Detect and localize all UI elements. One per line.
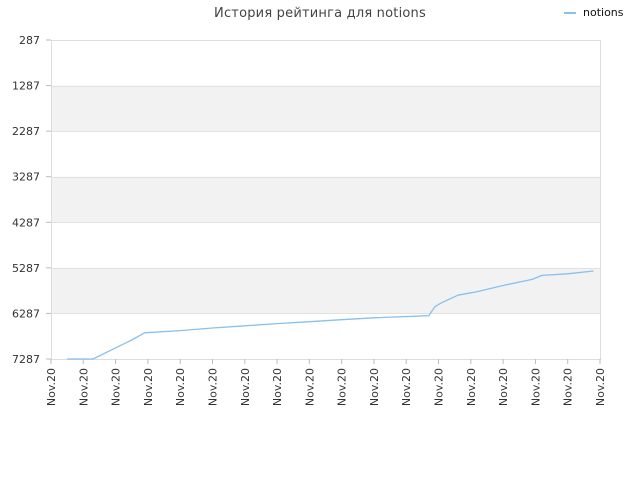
x-tick-label: Nov.20 <box>562 368 575 406</box>
x-tick-label: Nov.20 <box>497 368 510 406</box>
y-tick-label: 3287 <box>12 171 40 184</box>
series-lines <box>67 270 594 360</box>
x-tick-label: Nov.20 <box>110 368 123 406</box>
plot-band <box>51 222 600 268</box>
plot-bands <box>51 40 600 359</box>
y-tick-label: 6287 <box>12 307 40 320</box>
plot-band <box>51 176 600 223</box>
x-tick-label: Nov.20 <box>529 368 542 406</box>
x-tick-label: Nov.20 <box>400 368 413 406</box>
plot-band <box>51 131 600 177</box>
legend-line-swatch <box>564 11 576 14</box>
plot-band <box>51 85 600 132</box>
x-tick-label: Nov.20 <box>142 368 155 406</box>
y-tick-label: 1287 <box>12 80 40 93</box>
y-tick-label: 2287 <box>12 125 40 138</box>
x-tick-label: Nov.20 <box>206 368 219 406</box>
x-tick-label: Nov.20 <box>594 368 607 406</box>
x-tick-label: Nov.20 <box>465 368 478 406</box>
x-tick-label: Nov.20 <box>433 368 446 406</box>
x-tick-label: Nov.20 <box>368 368 381 406</box>
legend-label: notions <box>583 6 624 19</box>
x-tick-label: Nov.20 <box>239 368 252 406</box>
series-line-notions <box>67 270 594 360</box>
y-tick-label: 5287 <box>12 262 40 275</box>
chart-title: История рейтинга для notions <box>214 6 426 21</box>
x-axis-ticks: Nov.20 Nov.20 Nov.20 Nov.20 Nov.20 Nov.20 Nov.… <box>45 359 607 406</box>
x-tick-label: Nov.20 <box>336 368 349 406</box>
x-tick-label: Nov.20 <box>77 368 90 406</box>
y-tick-label: 7287 <box>12 353 40 366</box>
x-tick-label: Nov.20 <box>271 368 284 406</box>
plot-band <box>51 267 600 314</box>
plot-border <box>51 40 601 360</box>
legend[interactable]: notions <box>564 6 624 19</box>
y-tick-label: 4287 <box>12 216 40 229</box>
x-tick-label: Nov.20 <box>45 368 58 406</box>
x-tick-label: Nov.20 <box>174 368 187 406</box>
y-axis-ticks: 287 1287 2287 3287 4287 5287 6287 7287 <box>12 34 51 366</box>
plot-band <box>51 40 600 86</box>
x-tick-label: Nov.20 <box>303 368 316 406</box>
y-tick-label: 287 <box>19 34 40 47</box>
